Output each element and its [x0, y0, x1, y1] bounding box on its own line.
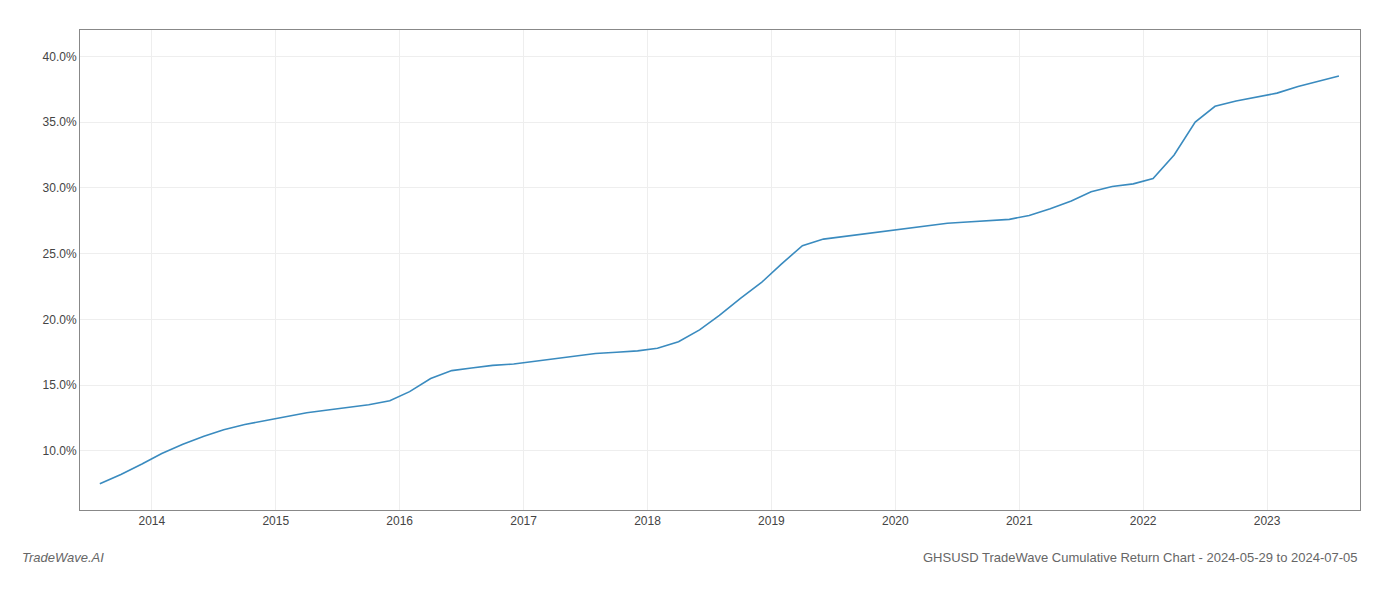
svg-text:2017: 2017 — [510, 514, 537, 528]
svg-text:30.0%: 30.0% — [43, 181, 77, 195]
svg-text:2020: 2020 — [882, 514, 909, 528]
svg-text:2022: 2022 — [1130, 514, 1157, 528]
svg-text:2018: 2018 — [634, 514, 661, 528]
svg-text:TradeWave.AI: TradeWave.AI — [22, 550, 104, 565]
svg-text:2019: 2019 — [758, 514, 785, 528]
svg-text:2023: 2023 — [1254, 514, 1281, 528]
svg-text:GHSUSD TradeWave Cumulative Re: GHSUSD TradeWave Cumulative Return Chart… — [923, 550, 1358, 565]
svg-text:2014: 2014 — [139, 514, 166, 528]
svg-text:2015: 2015 — [262, 514, 289, 528]
svg-text:35.0%: 35.0% — [43, 115, 77, 129]
svg-text:2021: 2021 — [1006, 514, 1033, 528]
svg-text:15.0%: 15.0% — [43, 378, 77, 392]
svg-text:2016: 2016 — [386, 514, 413, 528]
svg-text:25.0%: 25.0% — [43, 247, 77, 261]
svg-text:10.0%: 10.0% — [43, 444, 77, 458]
svg-text:20.0%: 20.0% — [43, 313, 77, 327]
svg-text:40.0%: 40.0% — [43, 50, 77, 64]
